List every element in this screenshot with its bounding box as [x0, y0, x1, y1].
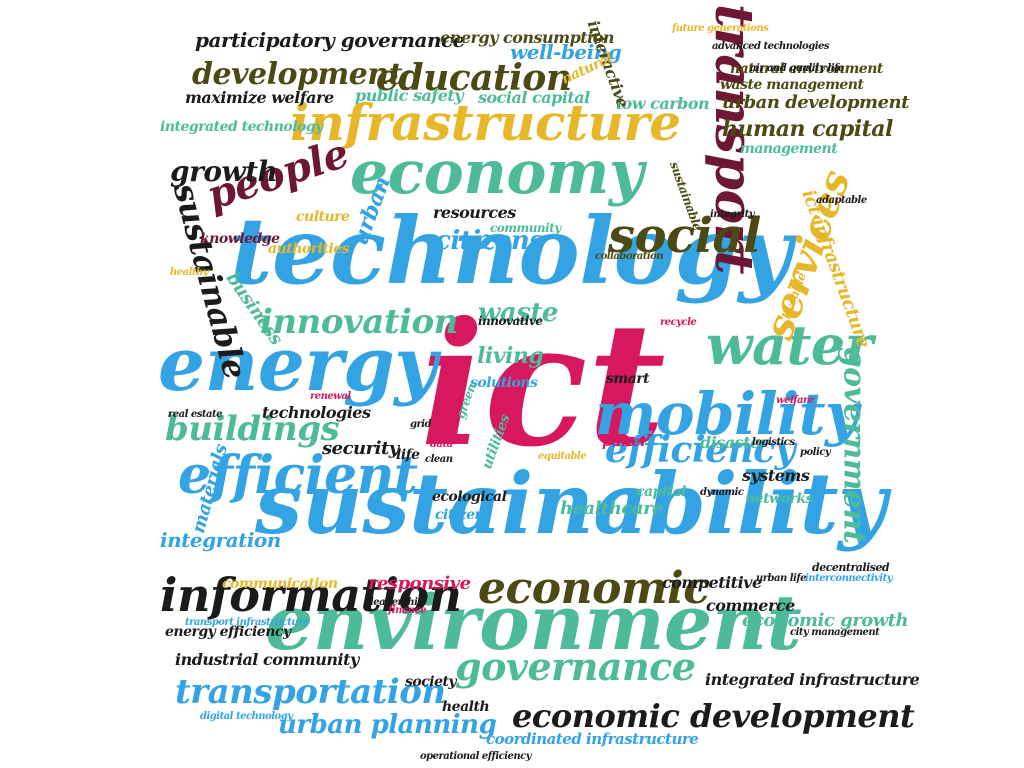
- word-efficient: efficient: [178, 445, 418, 506]
- word-citizen: citizen: [435, 507, 485, 523]
- word-economic-development: economic development: [512, 697, 915, 735]
- word-adaptable: adaptable: [816, 195, 867, 206]
- word-systems: systems: [742, 466, 810, 485]
- word-economic: economic: [478, 563, 710, 614]
- word-knowledge: knowledge: [200, 231, 280, 247]
- word-community: community: [490, 221, 561, 235]
- word-smart: smart: [606, 371, 650, 387]
- word-integrated-infrastructure: integrated infrastructure: [705, 670, 920, 689]
- word-solutions: solutions: [470, 375, 538, 391]
- word-society: society: [405, 674, 457, 690]
- word-citizens: citizens: [435, 226, 544, 256]
- word-finance: finance: [388, 605, 427, 616]
- word-healthcare: healthcare: [560, 498, 664, 519]
- word-power: power: [602, 434, 647, 450]
- word-future-generations: future generations: [672, 23, 769, 34]
- word-participatory-governance: participatory governance: [195, 28, 465, 52]
- word-interconnectivity: interconnectivity: [805, 573, 893, 584]
- word-economic-growth: economic growth: [742, 610, 909, 631]
- word-decentralised: decentralised: [812, 561, 890, 574]
- word-authorities: authorities: [268, 241, 350, 257]
- word-welfare: welfare: [776, 395, 814, 406]
- word-growth: growth: [170, 155, 278, 188]
- word-equitable: equitable: [538, 451, 587, 462]
- word-low-carbon: low carbon: [616, 94, 710, 113]
- word-collaboration: collaboration: [595, 251, 664, 262]
- word-disaster: disaster: [700, 433, 768, 452]
- word-networks: networks: [745, 491, 813, 507]
- word-city-management: city management: [790, 627, 880, 638]
- word-social-capital: social capital: [478, 88, 590, 107]
- word-social: social: [608, 208, 761, 264]
- word-operational-efficiency: operational efficiency: [420, 751, 532, 762]
- word-environment: environment: [265, 578, 802, 667]
- word-healthy: healthy: [170, 267, 209, 278]
- word-energy-efficiency: energy efficiency: [165, 624, 291, 640]
- word-water: water: [706, 313, 873, 377]
- word-living: living: [477, 343, 544, 369]
- word-transportation: transportation: [175, 672, 446, 712]
- word-urban-planning: urban planning: [278, 710, 497, 740]
- word-health: health: [442, 699, 490, 715]
- word-resources: resources: [433, 203, 516, 222]
- word-ecological: ecological: [432, 489, 507, 505]
- word-grid: grid: [410, 419, 432, 430]
- word-economy: economy: [350, 138, 644, 208]
- word-renewal: renewal: [310, 391, 351, 402]
- word-buildings: buildings: [165, 409, 340, 449]
- word-education: education: [376, 57, 572, 99]
- word-transport-infrastructure: transport infrastructure: [185, 617, 309, 628]
- word-integrated-technology: integrated technology: [160, 119, 323, 135]
- word-data: data: [430, 439, 453, 450]
- word-development: development: [192, 57, 402, 92]
- word-coordinated-infrastructure: coordinated infrastructure: [486, 730, 699, 748]
- word-efficiency: efficiency: [605, 429, 796, 471]
- word-public-safety: public safety: [355, 86, 464, 105]
- word-security: security: [322, 438, 399, 459]
- word-information: information: [160, 568, 462, 622]
- word-government: government: [836, 346, 872, 544]
- word-recycle: recycle: [660, 317, 697, 328]
- word-human-capital: human capital: [722, 116, 893, 142]
- word-governance: governance: [455, 644, 696, 689]
- word-communication: communication: [222, 576, 338, 592]
- word-real-estate: real estate: [168, 409, 222, 420]
- word-digital-technology: digital technology: [200, 711, 293, 722]
- word-policy: policy: [800, 447, 831, 458]
- word-dynamic: dynamic: [700, 487, 744, 498]
- word-urban-life: urban life: [756, 573, 807, 584]
- word-technology: technology: [230, 197, 792, 305]
- word-integrity: integrity: [710, 209, 755, 220]
- word-energy-consumption: energy consumption: [440, 28, 615, 47]
- word-capital: capital: [636, 484, 687, 500]
- word-ict: ict: [420, 285, 666, 485]
- word-management: management: [740, 141, 838, 157]
- word-sustainability: sustainability: [255, 454, 887, 553]
- word-infrastructure: infrastructure: [290, 93, 681, 152]
- word-advanced-technologies: advanced technologies: [712, 41, 830, 52]
- word-leadership: leadership: [370, 597, 424, 608]
- word-clean: clean: [425, 454, 453, 465]
- word-maximize-welfare: maximize welfare: [185, 88, 334, 107]
- word-urban-development: urban development: [722, 92, 909, 113]
- word-innovation: innovation: [260, 302, 458, 342]
- word-competitive: competitive: [662, 573, 762, 592]
- word-technologies: technologies: [262, 403, 371, 422]
- word-culture: culture: [296, 209, 350, 225]
- word-logistics: logistics: [752, 437, 795, 448]
- word-waste: waste: [478, 298, 558, 328]
- word-mobility: mobility: [595, 380, 859, 448]
- word-commerce: commerce: [706, 596, 795, 615]
- word-life: life: [396, 447, 420, 463]
- word-innovative: innovative: [478, 314, 543, 328]
- word-natural-environment: natural environment: [730, 61, 883, 77]
- word-waste-management: waste management: [720, 77, 864, 93]
- word-well-being: well-being: [510, 40, 622, 64]
- word-integration: integration: [160, 528, 281, 552]
- word-energy: energy: [158, 322, 437, 408]
- word-air-and-quality-life: air and quality life: [750, 63, 844, 74]
- word-industrial-community: industrial community: [175, 650, 359, 669]
- word-responsive: responsive: [368, 573, 471, 594]
